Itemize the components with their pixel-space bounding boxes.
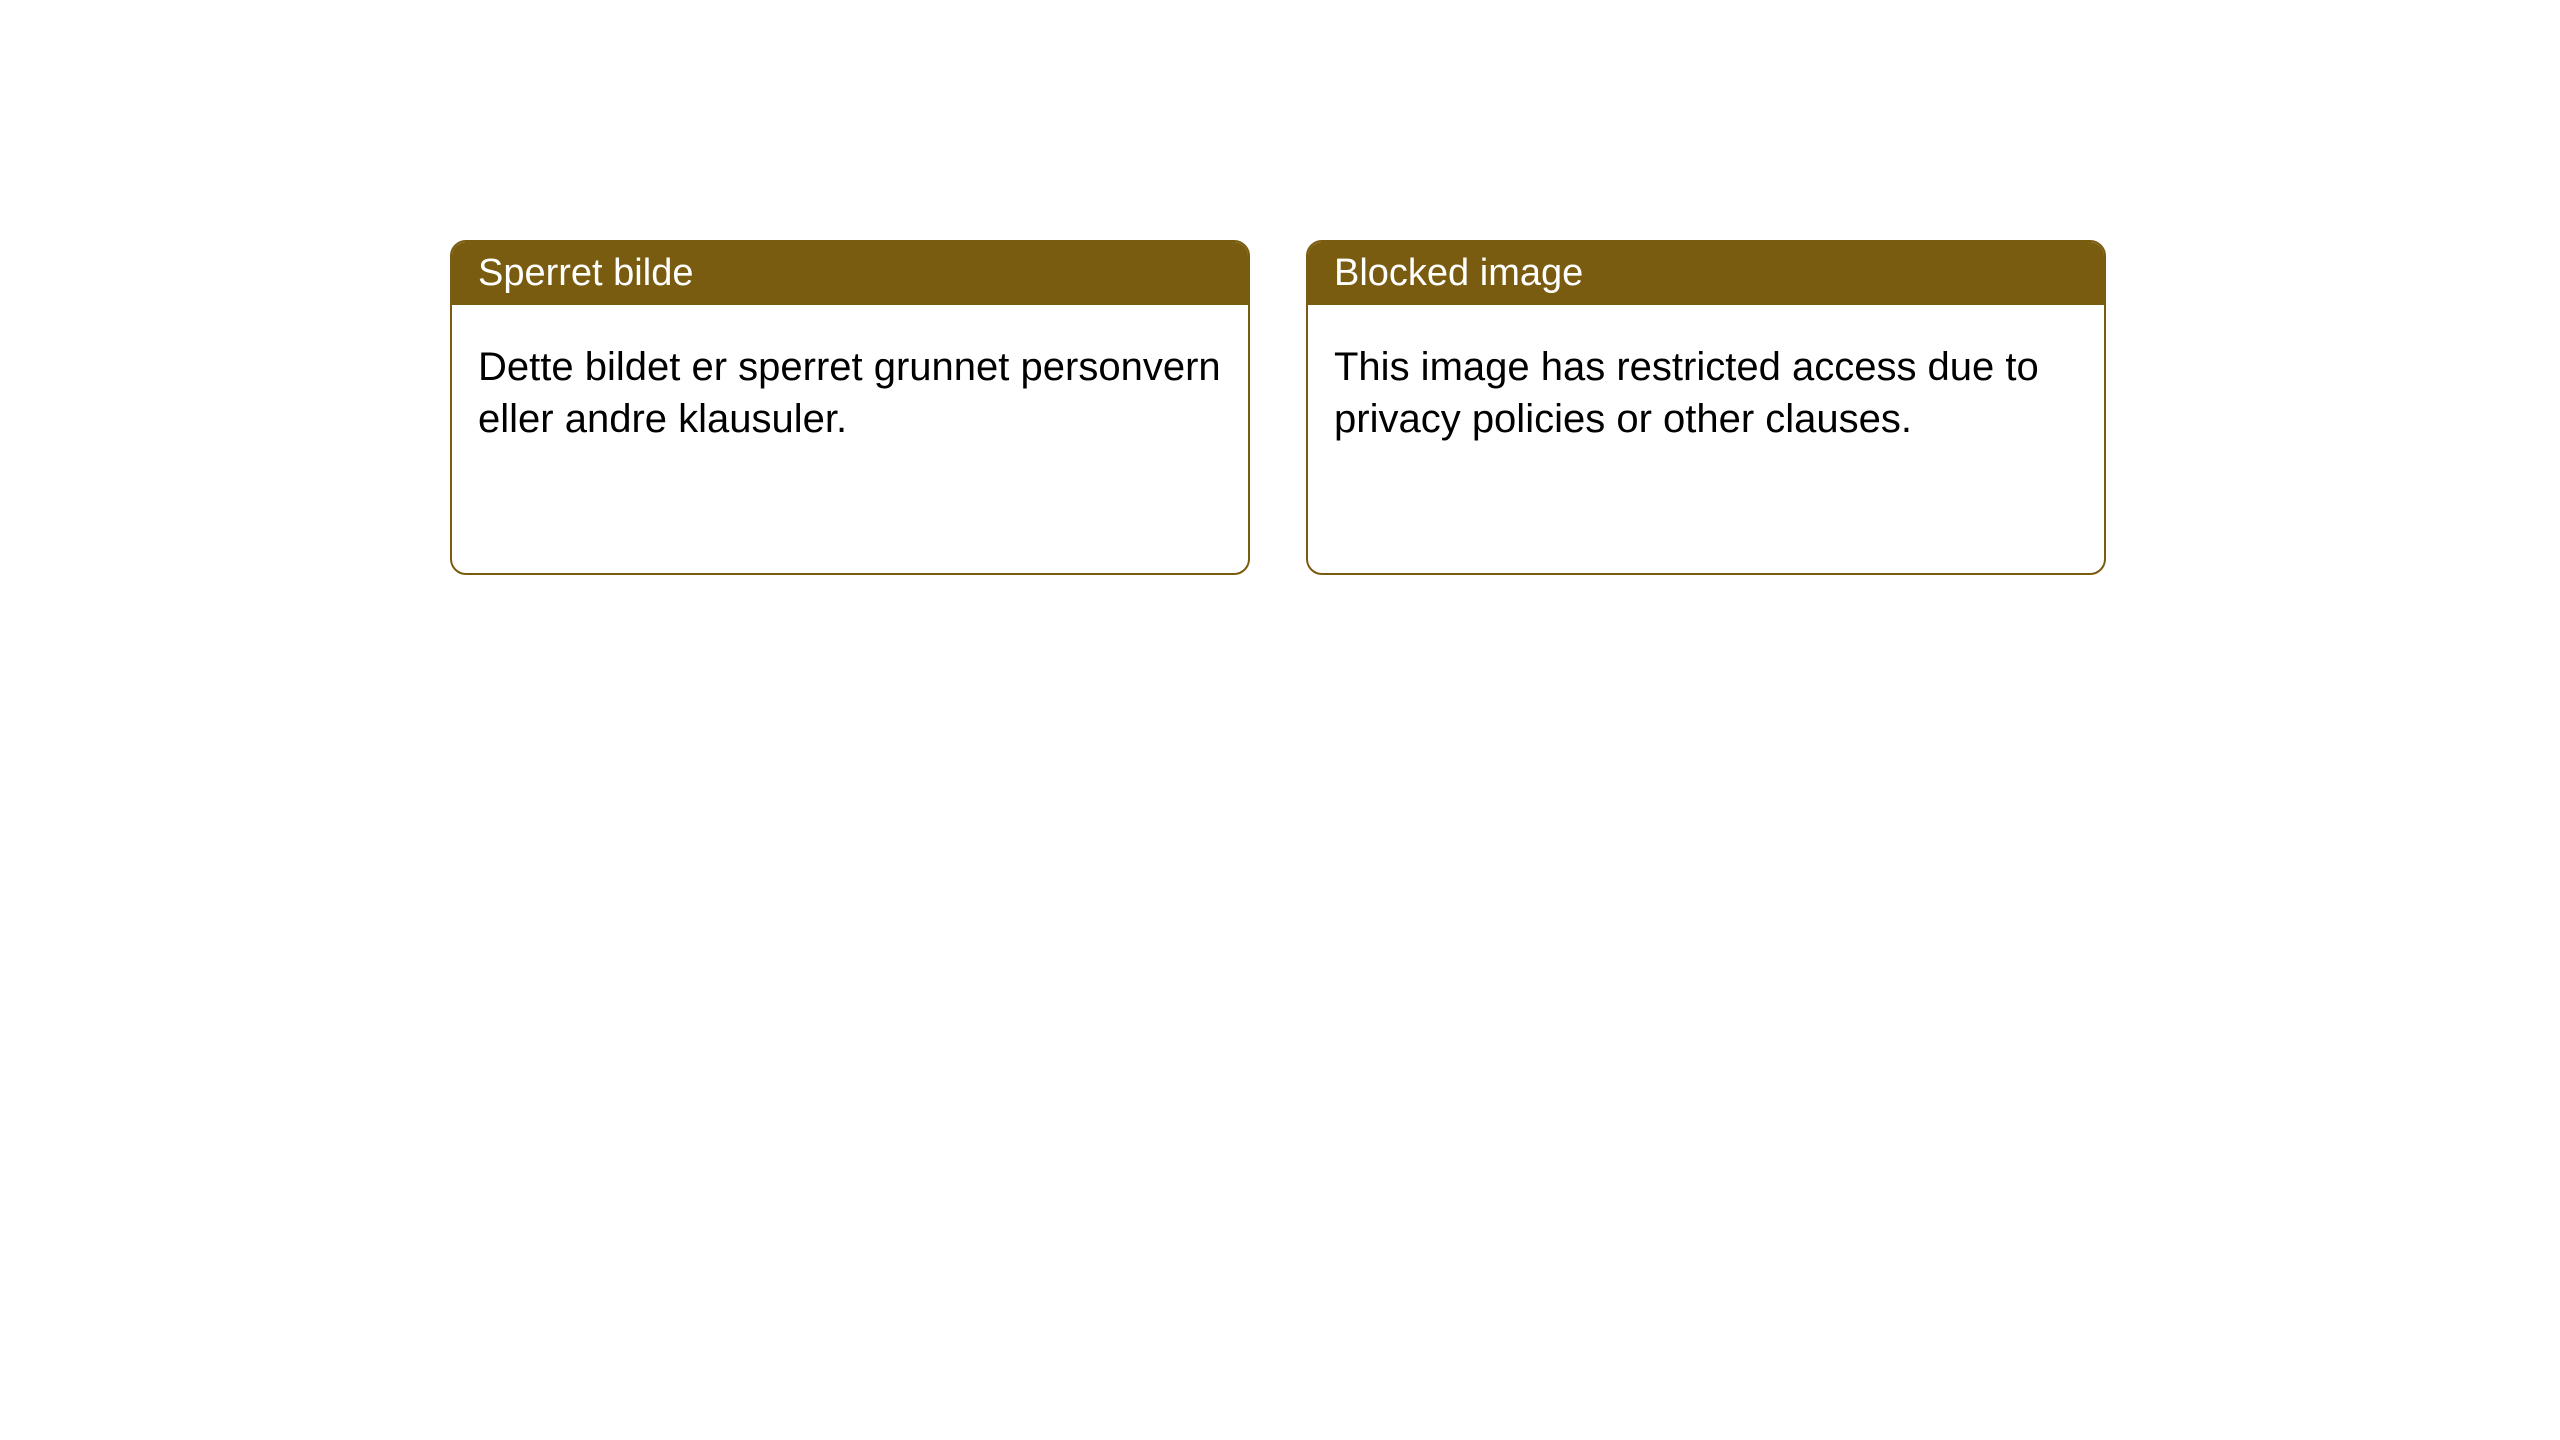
card-body-text: Dette bildet er sperret grunnet personve… xyxy=(478,345,1221,441)
card-body-text: This image has restricted access due to … xyxy=(1334,345,2039,441)
card-header: Blocked image xyxy=(1308,242,2104,305)
card-title: Sperret bilde xyxy=(478,252,693,294)
card-title: Blocked image xyxy=(1334,252,1583,294)
card-body: This image has restricted access due to … xyxy=(1308,305,2104,481)
blocked-image-card-no: Sperret bilde Dette bildet er sperret gr… xyxy=(450,240,1250,575)
blocked-image-card-en: Blocked image This image has restricted … xyxy=(1306,240,2106,575)
card-header: Sperret bilde xyxy=(452,242,1248,305)
cards-container: Sperret bilde Dette bildet er sperret gr… xyxy=(0,0,2560,575)
card-body: Dette bildet er sperret grunnet personve… xyxy=(452,305,1248,481)
